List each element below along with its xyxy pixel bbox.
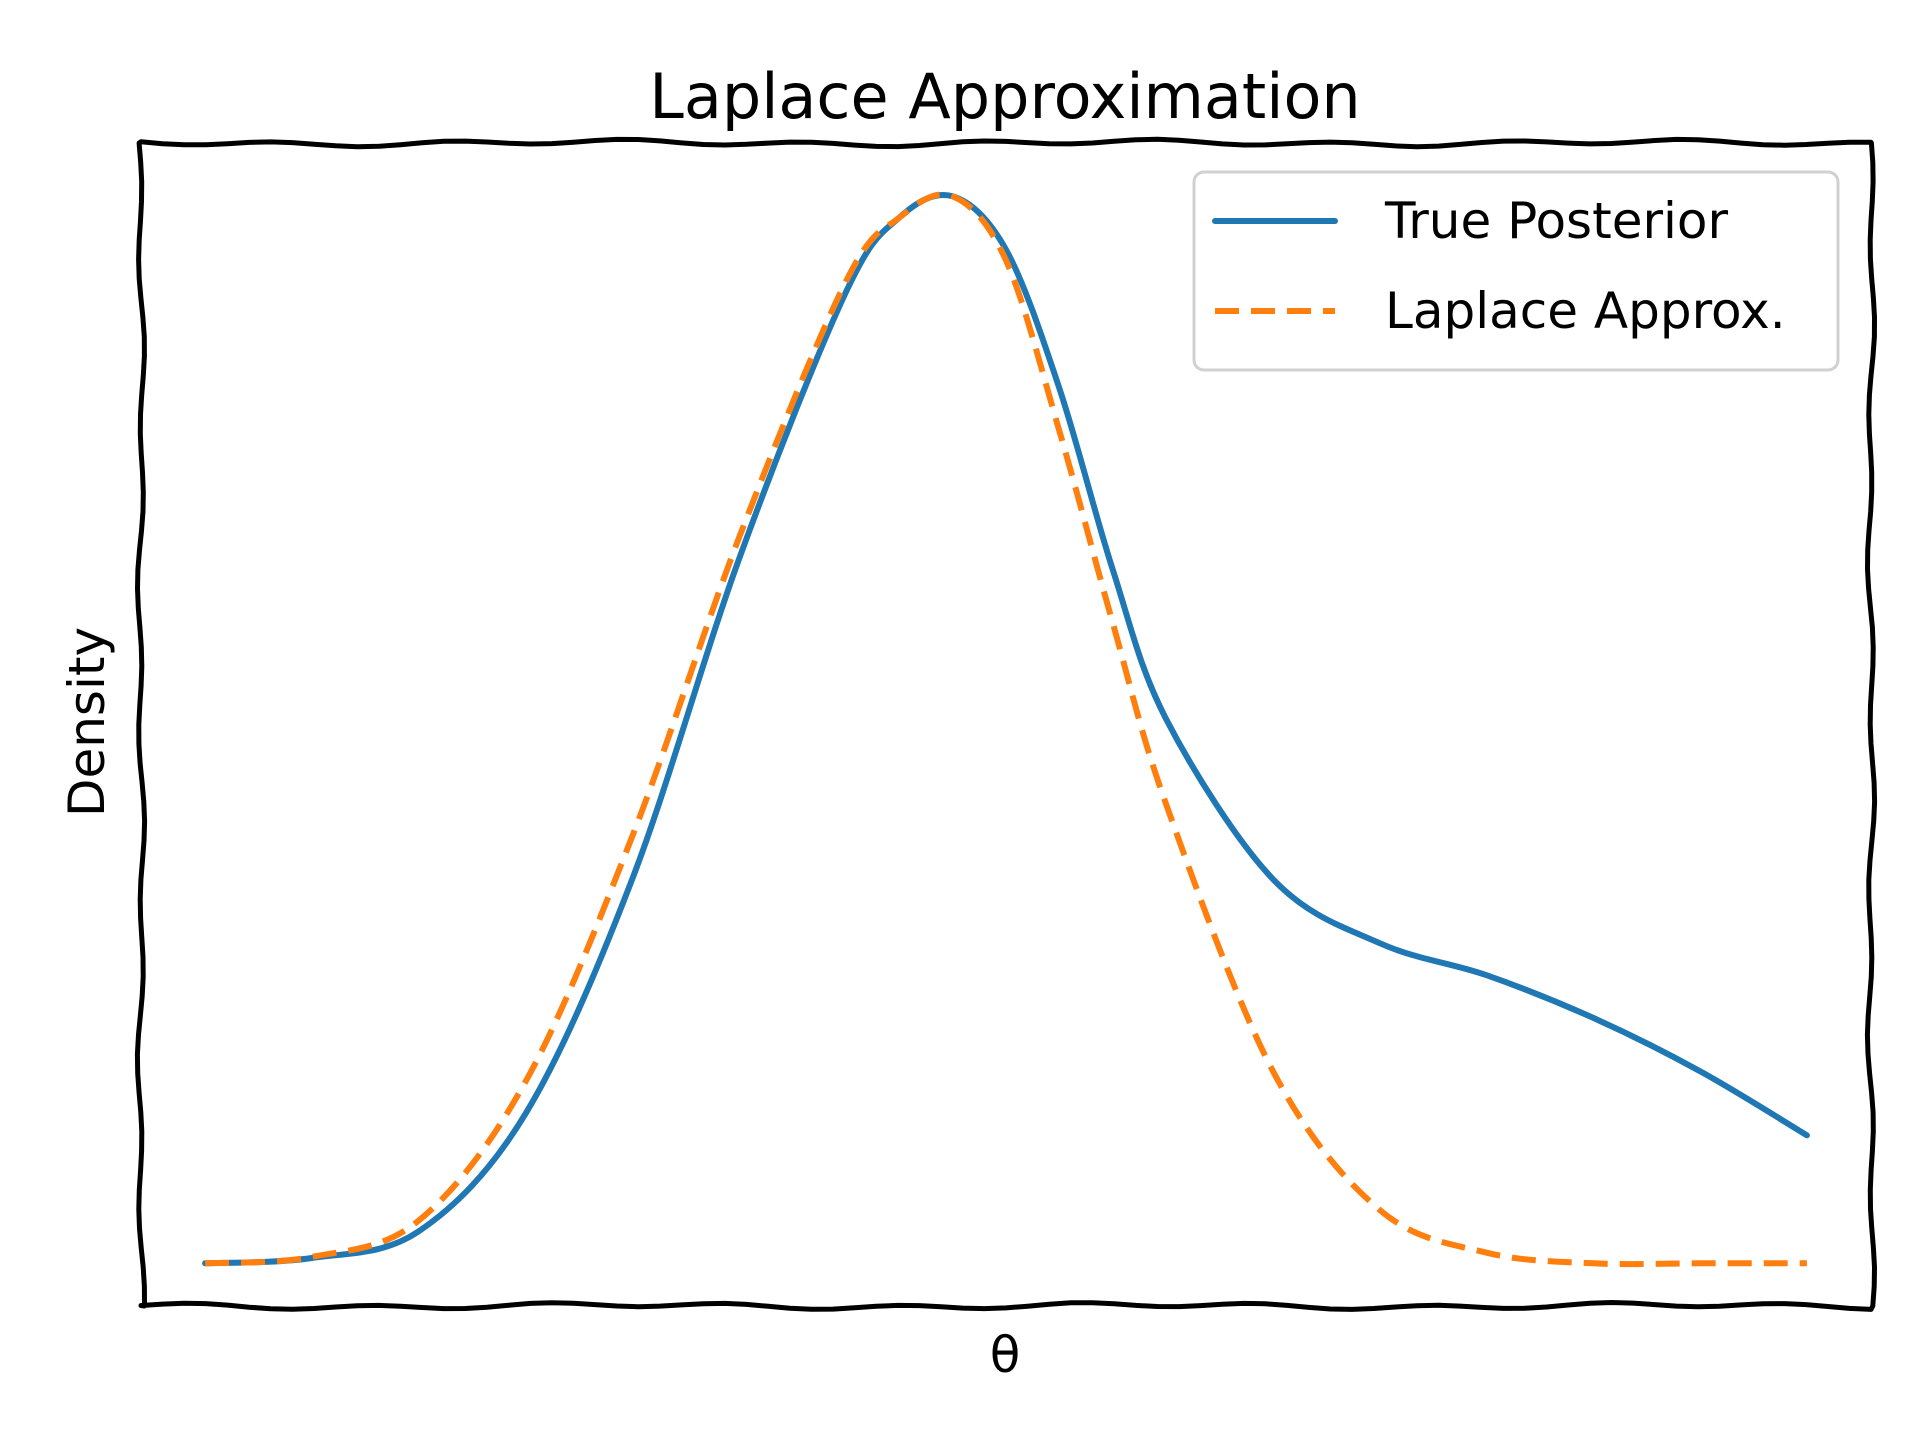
legend: True Posterior Laplace Approx. bbox=[1192, 170, 1840, 372]
legend-box bbox=[1192, 170, 1840, 372]
series-line-laplace-approx bbox=[204, 191, 1807, 1268]
legend-label-laplace-approx: Laplace Approx. bbox=[1385, 282, 1786, 340]
plot-area-frame bbox=[134, 136, 1878, 1312]
legend-label-true-posterior: True Posterior bbox=[1384, 192, 1729, 250]
series-line-true-posterior bbox=[202, 192, 1810, 1267]
x-axis-label: θ bbox=[990, 1326, 1021, 1384]
chart-title: Laplace Approximation bbox=[649, 60, 1360, 133]
series-layer bbox=[202, 191, 1810, 1268]
y-axis-label: Density bbox=[58, 627, 116, 817]
